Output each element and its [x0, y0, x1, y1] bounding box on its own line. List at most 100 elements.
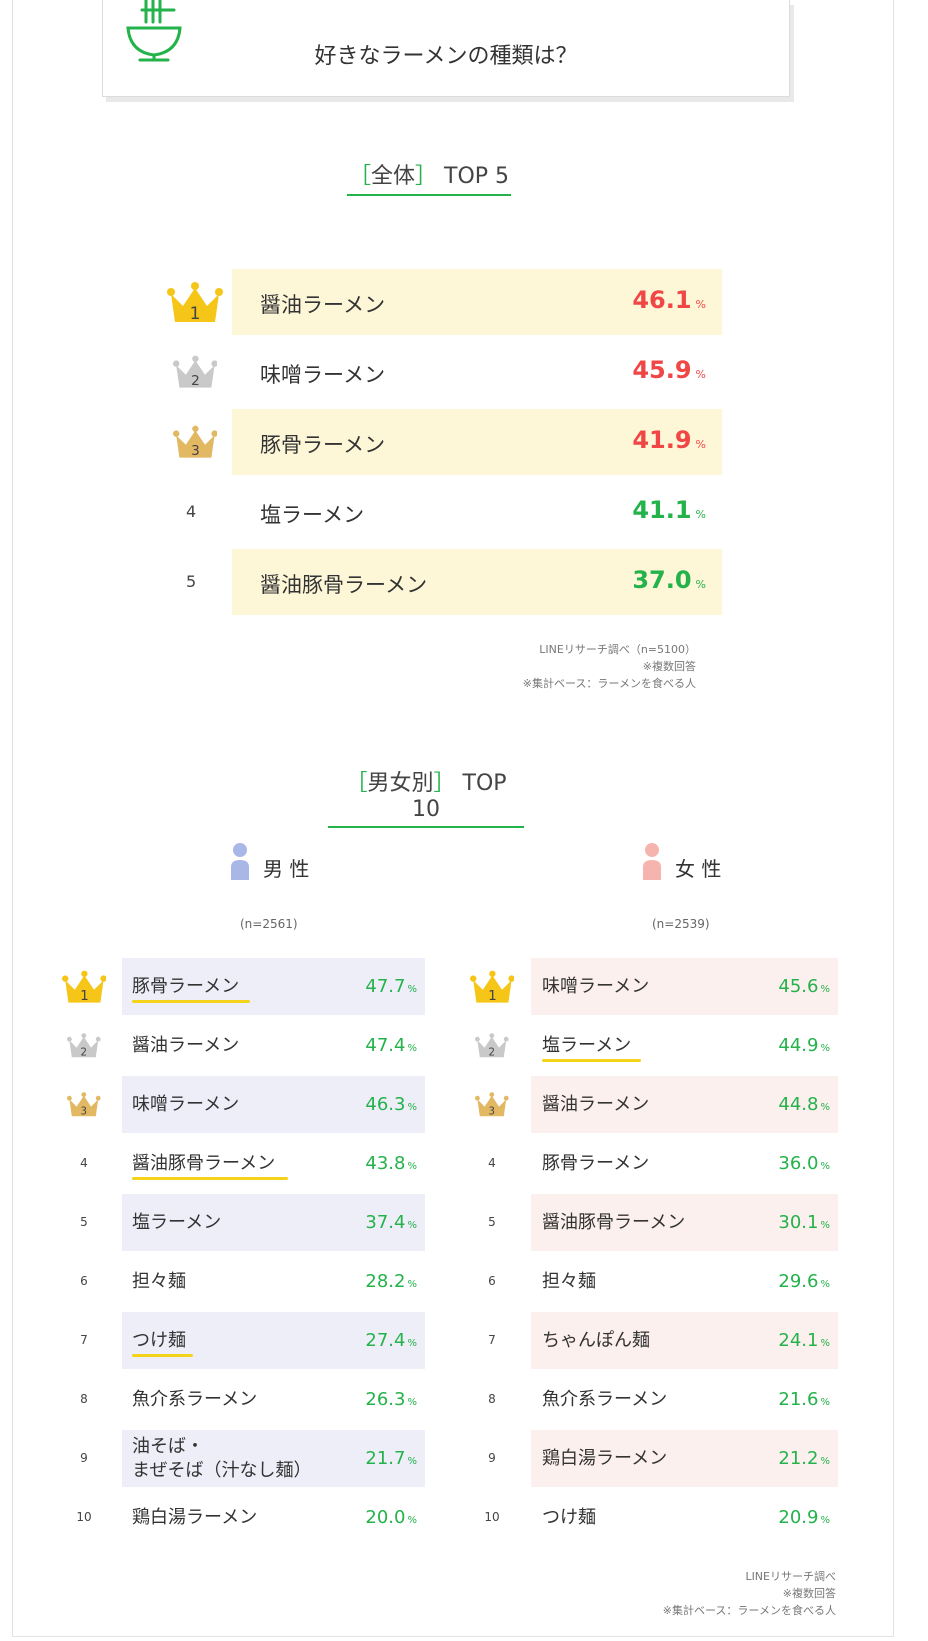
rank-number: 6 — [488, 1273, 496, 1288]
category-label: 鶏白湯ラーメン — [132, 1506, 258, 1528]
unit-label: % — [407, 1101, 417, 1113]
rank-number: 2 — [489, 1048, 495, 1059]
crown-icon: 3 — [475, 1092, 509, 1118]
value-number: 36.0 — [778, 1152, 819, 1174]
value-label: 37.4% — [325, 1212, 417, 1233]
category-label: 豚骨ラーメン — [260, 433, 386, 457]
crown-icon: 1 — [469, 970, 515, 1004]
crown-icon: 3 — [67, 1092, 101, 1118]
unit-label: % — [695, 368, 706, 381]
page-frame — [12, 0, 894, 1637]
gender-heading-suffix: TOP 10 — [412, 771, 507, 822]
row-highlight — [531, 1312, 838, 1369]
category-label: 醤油豚骨ラーメン — [260, 573, 428, 597]
row-highlight — [531, 1194, 838, 1251]
unit-label: % — [407, 1337, 417, 1349]
value-label: 46.3% — [325, 1094, 417, 1115]
unit-label: % — [695, 298, 706, 311]
unit-label: % — [695, 508, 706, 521]
value-number: 20.9 — [778, 1506, 819, 1528]
category-label: 塩ラーメン — [132, 1211, 222, 1233]
value-number: 20.0 — [365, 1506, 406, 1528]
value-label: 36.0% — [738, 1153, 830, 1174]
value-number: 27.4 — [365, 1329, 406, 1351]
rank-number: 7 — [488, 1332, 496, 1347]
value-label: 24.1% — [738, 1330, 830, 1351]
value-label: 20.9% — [738, 1507, 830, 1528]
value-label: 27.4% — [325, 1330, 417, 1351]
rank-number: 2 — [81, 1048, 87, 1059]
row-highlight — [531, 1076, 838, 1133]
value-label: 30.1% — [738, 1212, 830, 1233]
unit-label: % — [820, 1396, 830, 1408]
note-line: LINEリサーチ調べ — [745, 1570, 836, 1583]
category-label: 魚介系ラーメン — [132, 1388, 258, 1410]
category-label: 醤油ラーメン — [260, 293, 386, 317]
rank-number: 3 — [81, 1107, 87, 1118]
value-label: 21.6% — [738, 1389, 830, 1410]
category-label: 油そば・ まぜそば（汁なし麺） — [132, 1435, 312, 1481]
value-number: 26.3 — [365, 1388, 406, 1410]
male-n: (n=2561) — [240, 917, 298, 931]
note-line: ※複数回答 — [642, 660, 696, 673]
category-label: 醤油ラーメン — [132, 1034, 240, 1056]
title-card: 好きなラーメンの種類は？ — [102, 0, 790, 97]
rank-number: 6 — [80, 1273, 88, 1288]
value-label: 47.4% — [325, 1035, 417, 1056]
value-number: 43.8 — [365, 1152, 406, 1174]
note-line: ※集計ベース：ラーメンを食べる人 — [522, 677, 696, 690]
gender-heading-label: 男女別 — [367, 771, 434, 796]
bracket-close: ］ — [415, 164, 438, 189]
rank-number: 9 — [488, 1450, 496, 1465]
unit-label: % — [820, 1337, 830, 1349]
female-label: 女 性 — [675, 857, 722, 881]
value-number: 44.9 — [778, 1034, 819, 1056]
category-label: 醤油ラーメン — [542, 1093, 650, 1115]
crown-icon: 3 — [172, 425, 218, 460]
unit-label: % — [820, 1514, 830, 1526]
male-label: 男 性 — [263, 857, 310, 881]
value-number: 37.4 — [365, 1211, 406, 1233]
rank-number: 1 — [488, 988, 497, 1004]
value-number: 21.2 — [778, 1447, 819, 1469]
row-highlight — [122, 1430, 425, 1487]
row-highlight — [122, 1076, 425, 1133]
value-number: 21.6 — [778, 1388, 819, 1410]
value-number: 47.4 — [365, 1034, 406, 1056]
value-label: 44.8% — [738, 1094, 830, 1115]
bracket-open: ［ — [348, 164, 371, 189]
value-label: 43.8% — [325, 1153, 417, 1174]
row-highlight — [232, 269, 722, 335]
value-label: 20.0% — [325, 1507, 417, 1528]
unit-label: % — [820, 1101, 830, 1113]
unit-label: % — [407, 1396, 417, 1408]
female-n: (n=2539) — [652, 917, 710, 931]
unit-label: % — [407, 1278, 417, 1290]
heading-underline — [328, 826, 524, 828]
value-label: 45.9% — [632, 356, 706, 384]
bracket-close: ］ — [433, 771, 456, 796]
unit-label: % — [695, 438, 706, 451]
rank-number: 2 — [191, 374, 200, 390]
value-label: 37.0% — [632, 566, 706, 594]
overall-heading-label: 全体 — [370, 164, 415, 189]
unit-label: % — [820, 1160, 830, 1172]
unit-label: % — [820, 983, 830, 995]
value-label: 45.6% — [738, 976, 830, 997]
rank-number: 10 — [484, 1509, 500, 1524]
rank-number: 5 — [186, 572, 197, 591]
unit-label: % — [407, 983, 417, 995]
row-highlight — [122, 1194, 425, 1251]
rank-number: 9 — [80, 1450, 88, 1465]
bracket-open: ［ — [345, 771, 368, 796]
crown-icon: 1 — [167, 282, 223, 324]
value-number: 28.2 — [365, 1270, 406, 1292]
row-highlight — [232, 549, 722, 615]
category-label: 味噌ラーメン — [260, 363, 386, 387]
crown-icon: 2 — [67, 1033, 101, 1059]
value-label: 41.9% — [632, 426, 706, 454]
row-highlight — [531, 1430, 838, 1487]
value-number: 45.6 — [778, 975, 819, 997]
label-underline — [132, 999, 250, 1003]
category-label: つけ麺 — [542, 1506, 596, 1528]
